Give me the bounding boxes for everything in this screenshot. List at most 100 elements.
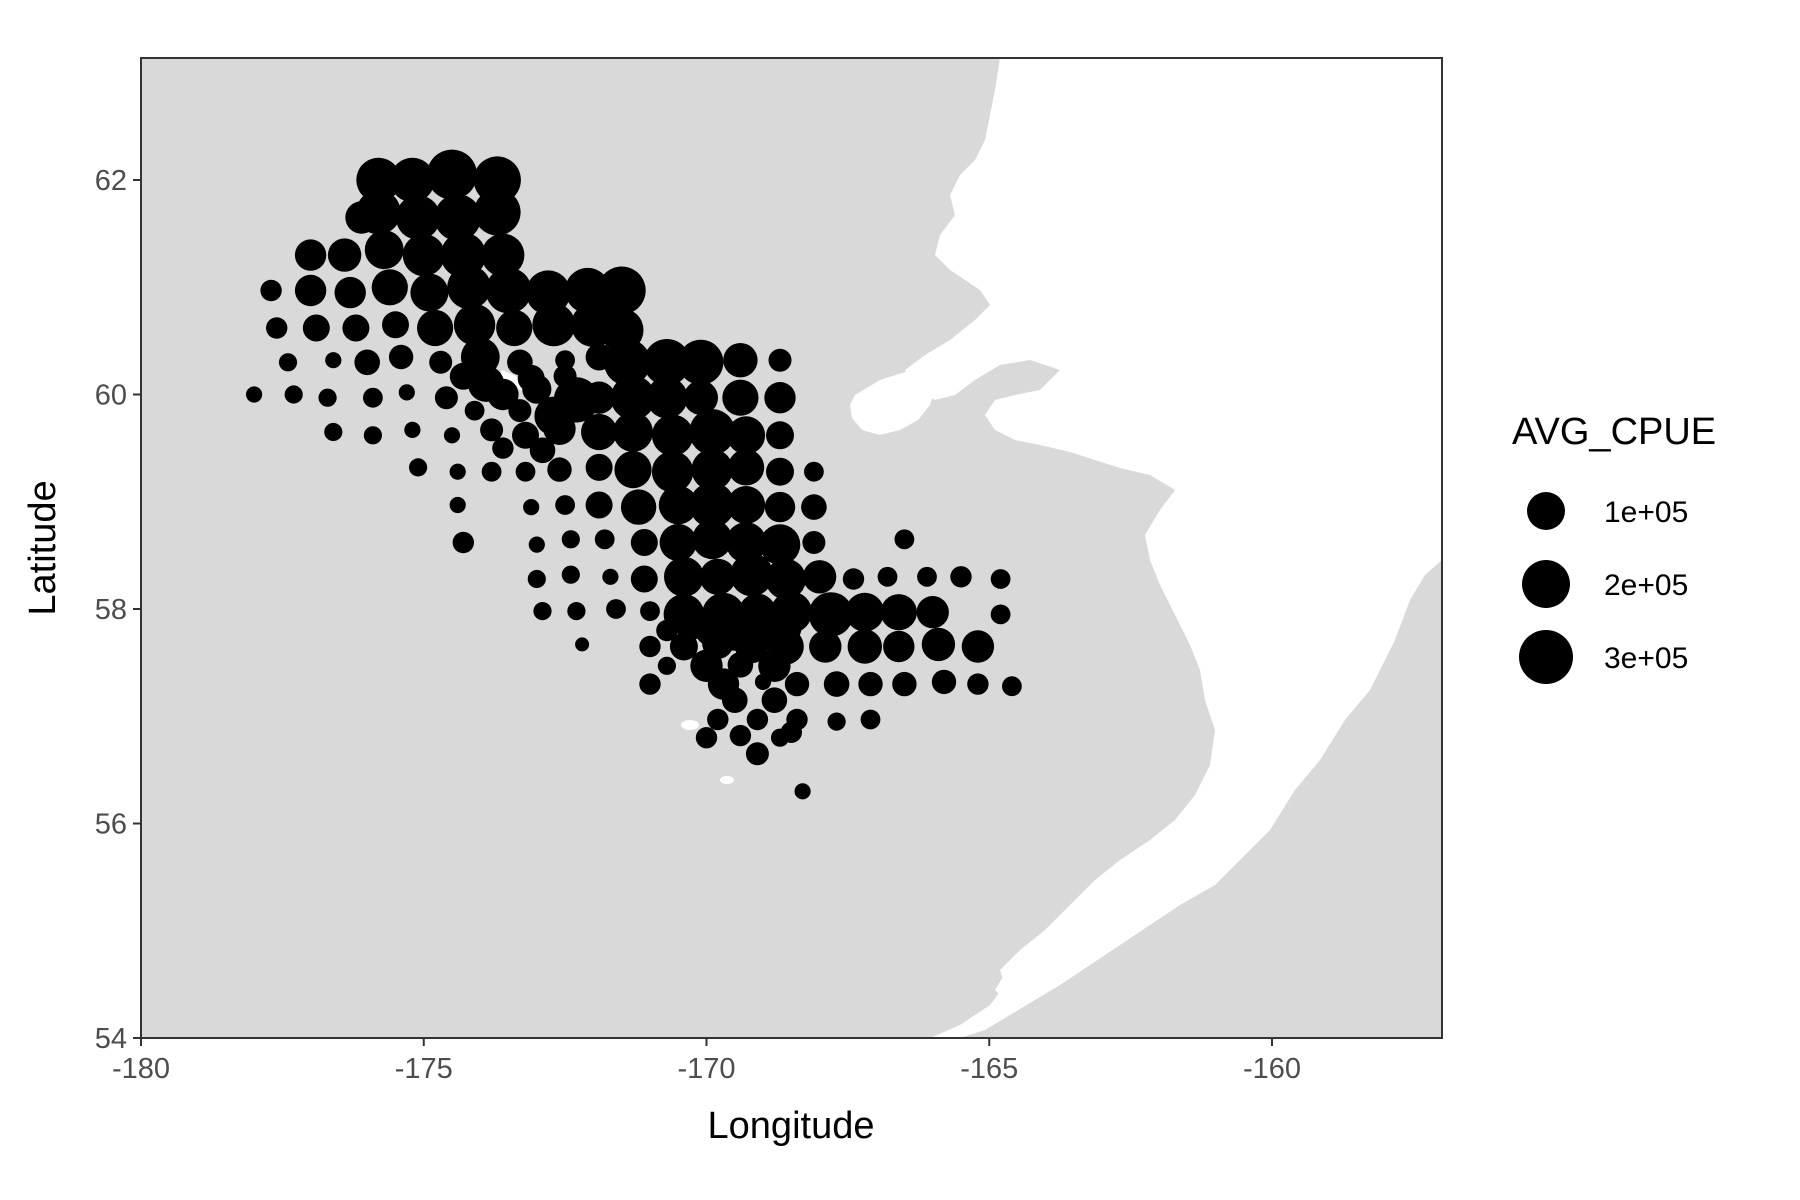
data-point bbox=[722, 687, 748, 713]
data-point bbox=[453, 304, 496, 346]
data-point bbox=[630, 529, 658, 556]
y-tick-label: 62 bbox=[95, 165, 127, 197]
data-point bbox=[334, 276, 366, 309]
st-george-island bbox=[720, 776, 734, 784]
data-point bbox=[480, 418, 504, 442]
data-point bbox=[765, 558, 806, 600]
data-point bbox=[961, 630, 995, 663]
data-point bbox=[727, 486, 766, 524]
data-point bbox=[526, 270, 571, 315]
data-point bbox=[555, 495, 575, 515]
data-point bbox=[363, 387, 383, 408]
data-point bbox=[917, 566, 937, 587]
panel-border bbox=[140, 57, 1443, 1039]
data-point bbox=[302, 314, 330, 342]
data-point bbox=[916, 596, 949, 629]
data-point bbox=[728, 449, 765, 486]
data-point bbox=[606, 599, 626, 619]
data-point bbox=[512, 421, 539, 449]
data-point bbox=[363, 426, 382, 445]
data-point bbox=[575, 637, 590, 652]
st-paul-island bbox=[681, 720, 699, 730]
data-point bbox=[801, 494, 827, 520]
data-point bbox=[533, 602, 552, 621]
data-point bbox=[585, 491, 613, 519]
data-point bbox=[464, 400, 485, 421]
data-point bbox=[294, 274, 327, 307]
data-point bbox=[707, 708, 729, 731]
data-point bbox=[639, 635, 661, 658]
data-point bbox=[452, 531, 474, 554]
data-point bbox=[523, 499, 540, 516]
data-point bbox=[658, 485, 698, 525]
data-point bbox=[990, 604, 1011, 625]
data-point bbox=[761, 687, 788, 713]
data-point bbox=[921, 627, 956, 662]
data-point bbox=[429, 350, 453, 374]
data-point bbox=[354, 349, 381, 376]
data-point bbox=[555, 350, 575, 371]
data-point bbox=[481, 461, 502, 482]
data-point bbox=[410, 273, 449, 312]
data-point bbox=[532, 303, 576, 347]
data-point bbox=[877, 566, 898, 587]
data-point bbox=[689, 482, 735, 528]
legend-key-label: 2e+05 bbox=[1604, 569, 1688, 602]
data-point bbox=[758, 649, 791, 682]
data-point bbox=[620, 489, 657, 525]
data-point bbox=[395, 195, 441, 240]
data-point bbox=[692, 519, 733, 560]
data-point bbox=[434, 194, 482, 241]
y-axis-title: Latitude bbox=[22, 480, 64, 615]
data-point bbox=[651, 451, 694, 493]
data-point bbox=[364, 230, 404, 270]
data-point bbox=[695, 727, 718, 749]
data-point bbox=[390, 157, 435, 203]
data-point bbox=[808, 592, 854, 637]
data-point bbox=[597, 266, 646, 315]
data-point bbox=[602, 568, 619, 585]
y-tick-label: 58 bbox=[95, 594, 127, 626]
data-point bbox=[473, 156, 521, 204]
data-point bbox=[894, 529, 915, 550]
data-point bbox=[278, 353, 298, 372]
data-point bbox=[382, 311, 409, 339]
data-point bbox=[294, 239, 327, 271]
legend-key-circle bbox=[1519, 630, 1573, 684]
data-point bbox=[324, 422, 343, 442]
data-point bbox=[659, 523, 697, 562]
data-point bbox=[543, 412, 576, 445]
data-point bbox=[683, 380, 718, 415]
data-point bbox=[527, 569, 546, 589]
data-point bbox=[768, 348, 792, 372]
data-point bbox=[754, 673, 772, 691]
data-point bbox=[847, 629, 882, 664]
data-point bbox=[1002, 676, 1022, 697]
data-point bbox=[610, 375, 656, 420]
data-point bbox=[517, 364, 545, 392]
data-point bbox=[613, 412, 653, 452]
data-point bbox=[565, 267, 611, 314]
x-tick-label: -165 bbox=[960, 1053, 1018, 1085]
data-point bbox=[508, 399, 532, 423]
data-point bbox=[764, 491, 796, 523]
legend-key-circle bbox=[1527, 492, 1565, 530]
data-point bbox=[804, 461, 824, 482]
data-point bbox=[950, 566, 972, 588]
y-axis: 54 56 58 60 62 bbox=[95, 165, 141, 1055]
data-point bbox=[561, 565, 580, 584]
legend-keys: 1e+05 2e+05 3e+05 bbox=[1519, 492, 1688, 684]
legend-key-circle bbox=[1522, 560, 1570, 608]
y-tick-label: 60 bbox=[95, 380, 127, 412]
data-point bbox=[260, 279, 282, 302]
x-tick-label: -175 bbox=[395, 1053, 453, 1085]
data-point bbox=[585, 453, 613, 481]
data-point bbox=[547, 457, 572, 482]
x-tick-label: -180 bbox=[112, 1053, 170, 1085]
data-point bbox=[630, 565, 658, 593]
data-point bbox=[356, 190, 401, 235]
data-point bbox=[842, 568, 865, 590]
data-point bbox=[485, 267, 532, 314]
data-point bbox=[657, 656, 677, 675]
data-point bbox=[614, 451, 652, 489]
